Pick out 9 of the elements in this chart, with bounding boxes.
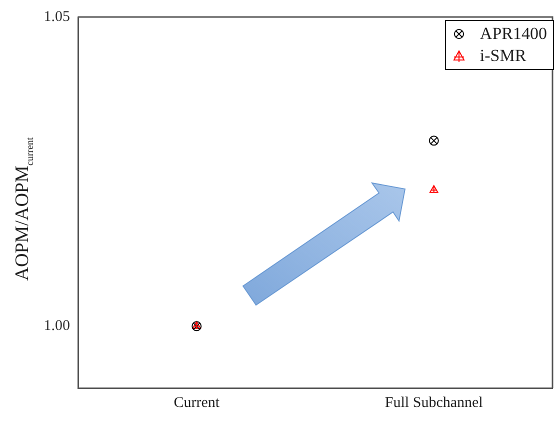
point xyxy=(192,321,202,332)
point xyxy=(428,136,439,146)
x-tick-label: Current xyxy=(174,394,220,411)
point xyxy=(429,185,438,193)
legend-label: i-SMR xyxy=(480,45,526,67)
legend-label: APR1400 xyxy=(480,23,547,45)
y-tick-label: 1.05 xyxy=(44,8,70,25)
x-tick-label: Full Subchannel xyxy=(384,394,483,411)
y-tick-label: 1.00 xyxy=(44,318,70,334)
